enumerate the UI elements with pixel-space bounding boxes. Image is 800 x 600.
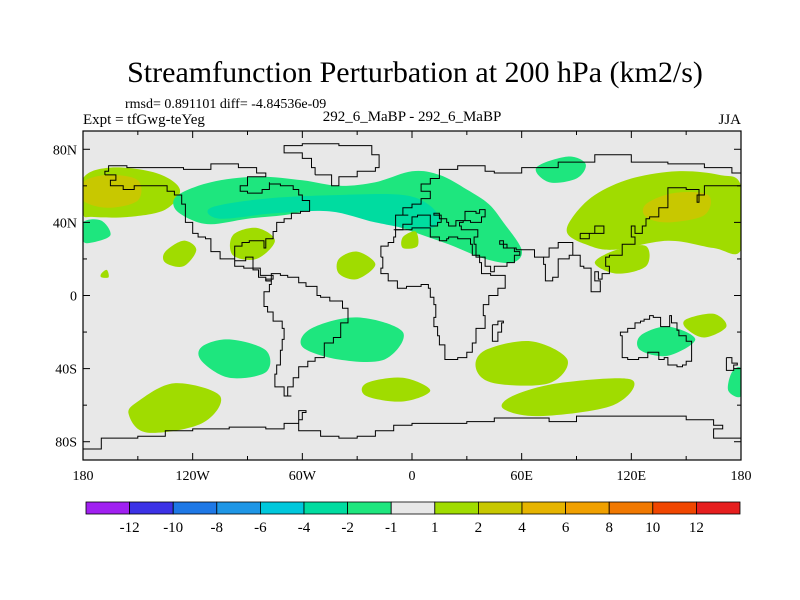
colorbar-bin xyxy=(390,501,436,515)
region-nh-negative-core xyxy=(207,194,440,230)
region-eurasia-core xyxy=(642,192,711,223)
x-tick-label: 60W xyxy=(289,469,317,484)
outline-madagascar xyxy=(491,320,504,342)
colorbar-label: 4 xyxy=(518,520,526,536)
comparison-label: 292_6_MaBP - 292_6_MaBP xyxy=(323,109,502,125)
colorbar-bin xyxy=(477,501,523,515)
region-sh-positive-2 xyxy=(361,377,431,402)
region-sh-positive-3 xyxy=(475,340,568,386)
x-tick-label: 120E xyxy=(617,469,647,484)
outline-eurasia xyxy=(393,154,741,293)
outline-africa xyxy=(380,227,506,360)
continent-outlines xyxy=(83,143,741,450)
region-sh-positive-5 xyxy=(683,313,727,338)
outline-india-interior xyxy=(543,242,574,258)
colorbar-label: -6 xyxy=(254,520,267,536)
outline-greenland xyxy=(283,143,380,187)
region-sh-positive-1 xyxy=(128,383,222,433)
y-tick-label: 40S xyxy=(55,363,77,378)
region-pac-positive-1 xyxy=(162,240,197,267)
x-tick-label: 120W xyxy=(176,469,211,484)
colorbar-label: 10 xyxy=(645,520,660,536)
colorbar-bin xyxy=(216,501,261,515)
colorbar-bin xyxy=(565,501,610,515)
region-nh-small-positive-1 xyxy=(401,231,419,249)
x-tick-label: 0 xyxy=(409,469,416,484)
region-sh-negative-4 xyxy=(727,367,741,398)
outline-south-america xyxy=(263,273,349,397)
map-plot-area: 180 120W 60W 0 60E 120E 180 80N 40N 0 40S 80S xyxy=(53,130,752,484)
colorbar-bin xyxy=(303,501,348,515)
region-sh-negative-3 xyxy=(637,326,696,357)
colorbar-label: -4 xyxy=(298,520,311,536)
region-wpac-positive-east xyxy=(722,224,741,252)
x-axis: 180 120W 60W 0 60E 120E 180 xyxy=(73,131,752,484)
region-sh-positive-4 xyxy=(501,378,635,417)
y-tick-label: 80N xyxy=(53,143,77,158)
chart-title: Streamfunction Perturbation at 200 hPa (… xyxy=(127,56,703,89)
colorbar-label: 2 xyxy=(475,520,483,536)
outline-new-zealand xyxy=(725,357,738,371)
colorbar-label: -12 xyxy=(120,520,140,536)
region-nh-negative-band xyxy=(173,170,522,264)
colorbar-label: -2 xyxy=(341,520,354,536)
colorbar-bin xyxy=(259,501,305,515)
colorbar-bin xyxy=(172,501,218,515)
colorbar-bin xyxy=(129,501,174,515)
colorbar-label: -1 xyxy=(385,520,398,536)
colorbar: -12 -10 -8 -6 -4 -2 -1 1 2 4 6 8 10 12 xyxy=(85,501,741,536)
x-tick-label: 180 xyxy=(73,469,94,484)
x-tick-label: 180 xyxy=(731,469,752,484)
region-nh-small-positive-2 xyxy=(100,269,109,278)
colorbar-label: -10 xyxy=(163,520,183,536)
colorbar-label: 12 xyxy=(689,520,704,536)
colorbar-label: 8 xyxy=(605,520,613,536)
region-atl-positive xyxy=(336,251,376,280)
colorbar-bin xyxy=(347,501,392,515)
y-tick-label: 80S xyxy=(55,436,77,451)
outline-tibet-plateau xyxy=(579,225,605,240)
outline-antarctica xyxy=(83,410,741,450)
colorbar-bin xyxy=(696,501,741,515)
colorbar-label: 6 xyxy=(562,520,570,536)
region-np-pacific-core xyxy=(83,174,142,208)
colorbar-bin xyxy=(85,501,130,515)
y-axis: 80N 40N 0 40S 80S xyxy=(53,143,741,451)
outline-australia xyxy=(619,315,693,368)
colorbar-bin xyxy=(652,501,697,515)
x-tick-label: 60E xyxy=(510,469,533,484)
region-sh-negative-2 xyxy=(300,317,404,363)
colorbar-bin xyxy=(434,501,479,515)
outline-north-america xyxy=(104,163,311,282)
y-tick-label: 40N xyxy=(53,216,77,231)
region-ne-asia-negative xyxy=(535,156,586,183)
region-wpac-negative xyxy=(83,219,111,244)
colorbar-bin xyxy=(521,501,566,515)
region-sh-negative-1 xyxy=(198,339,271,379)
y-tick-label: 0 xyxy=(70,290,77,305)
experiment-label: Expt = tfGwg-teYeg xyxy=(83,112,205,128)
season-label: JJA xyxy=(718,112,741,128)
colorbar-bin xyxy=(608,501,654,515)
region-pac-positive-2 xyxy=(229,227,275,260)
colorbar-label: 1 xyxy=(431,520,439,536)
colorbar-label: -8 xyxy=(211,520,224,536)
stats-label: rmsd= 0.891101 diff= -4.84536e-09 xyxy=(125,97,326,112)
